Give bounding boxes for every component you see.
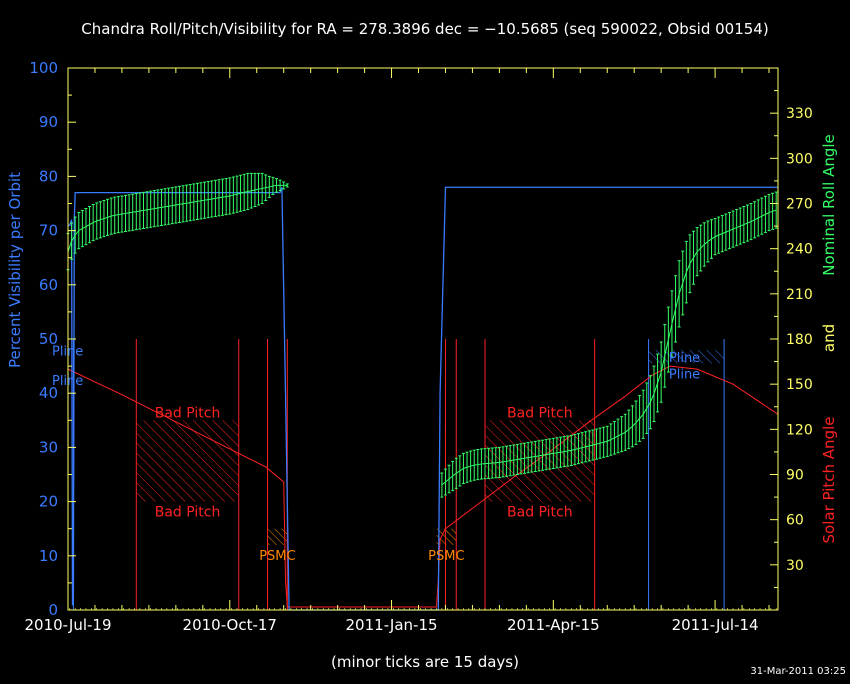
x-tick-label: 2011-Jan-15 xyxy=(346,616,438,634)
roll-series-line xyxy=(67,184,288,252)
y-right-tick-label: 330 xyxy=(786,106,813,122)
x-tick-label: 2011-Apr-15 xyxy=(507,616,600,634)
y-left-tick-label: 0 xyxy=(48,601,58,619)
timestamp: 31-Mar-2011 03:25 xyxy=(750,666,846,677)
y-left-tick-label: 40 xyxy=(39,384,58,402)
x-tick-label: 2010-Oct-17 xyxy=(183,616,277,634)
x-tick-label: 2011-Jul-14 xyxy=(672,616,759,634)
y-left-tick-label: 50 xyxy=(39,330,58,348)
y-left-tick-label: 70 xyxy=(39,222,58,240)
psmc-label: PSMC xyxy=(428,549,464,564)
regions-layer xyxy=(136,349,725,545)
labels-layer: Bad Pitch Bad Pitch Bad Pitch Bad Pitch PSMC… xyxy=(52,344,700,564)
psmc-label: PSMC xyxy=(259,549,295,564)
y-right-tick-label: 240 xyxy=(786,242,813,258)
y-right-tick-label: 180 xyxy=(786,332,813,348)
bad-pitch-label-lower: Bad Pitch xyxy=(507,505,573,521)
y-left-tick-label: 60 xyxy=(39,276,58,294)
psmc-region xyxy=(436,528,457,545)
y-left-tick-label: 10 xyxy=(39,547,58,565)
y-left-tick-label: 100 xyxy=(29,59,58,77)
pline-label: Pline xyxy=(52,344,83,359)
y-right-tick-label: 300 xyxy=(786,151,813,167)
bad-pitch-label-upper: Bad Pitch xyxy=(507,405,573,421)
y-axis-label-left: Percent Visibility per Orbit xyxy=(6,172,24,368)
y-right-tick-label: 60 xyxy=(786,513,804,529)
chart-title: Chandra Roll/Pitch/Visibility for RA = 2… xyxy=(81,20,768,38)
y-right-tick-label: 210 xyxy=(786,287,813,303)
axes-layer: 0 10 20 30 40 50 60 70 80 90 100 30 60 90 120 150 180 210… xyxy=(24,59,812,634)
y-right-tick-label: 90 xyxy=(786,468,804,484)
pline-region xyxy=(648,349,725,364)
y-axis-label-right-and: and xyxy=(820,324,838,352)
bad-pitch-region xyxy=(136,420,239,502)
psmc-region xyxy=(267,528,288,545)
y-right-tick-label: 270 xyxy=(786,197,813,213)
pline-label: Pline xyxy=(669,367,700,382)
y-axis-label-right-pitch: Solar Pitch Angle xyxy=(820,417,838,544)
y-right-tick-label: 30 xyxy=(786,558,804,574)
y-right-tick-label: 120 xyxy=(786,422,813,438)
y-left-tick-label: 90 xyxy=(39,113,58,131)
y-left-tick-label: 30 xyxy=(39,438,58,456)
y-right-tick-label: 150 xyxy=(786,377,813,393)
visibility-series-line xyxy=(68,186,778,611)
series-layer xyxy=(66,172,779,611)
y-left-tick-label: 80 xyxy=(39,167,58,185)
roll-series-line xyxy=(441,209,777,486)
y-left-tick-label: 20 xyxy=(39,493,58,511)
y-axis-label-right-roll: Nominal Roll Angle xyxy=(820,134,838,276)
x-axis-label: (minor ticks are 15 days) xyxy=(331,653,519,671)
bad-pitch-label-lower: Bad Pitch xyxy=(155,505,221,521)
pline-label: Pline xyxy=(52,374,83,389)
bad-pitch-label-upper: Bad Pitch xyxy=(155,405,221,421)
pline-label: Pline xyxy=(669,351,700,366)
x-tick-label: 2010-Jul-19 xyxy=(24,616,111,634)
